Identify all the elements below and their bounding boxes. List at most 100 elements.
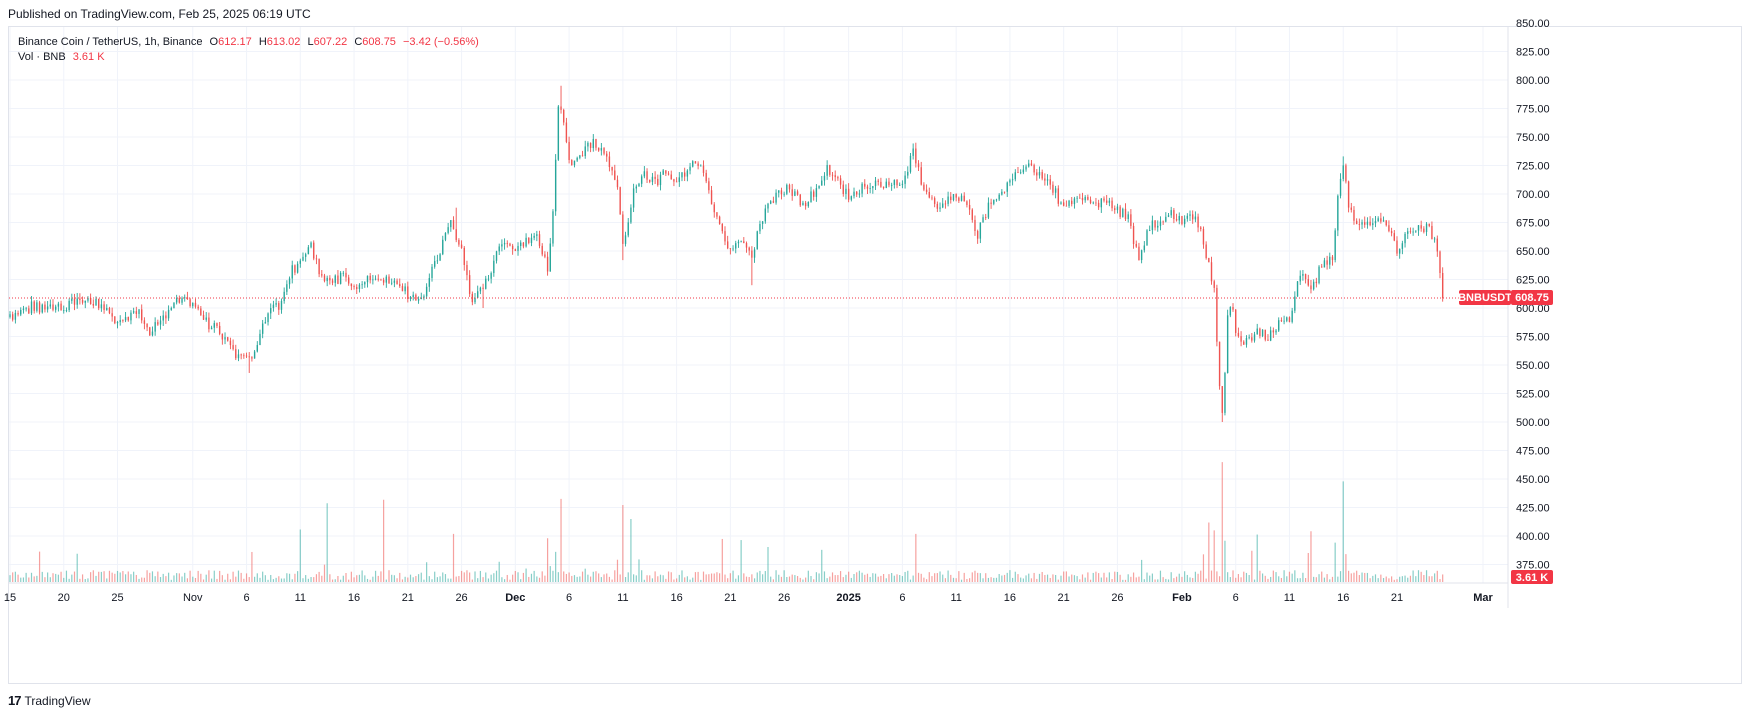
volume-bar (936, 573, 938, 582)
volume-bar (799, 577, 801, 582)
candle-body (493, 260, 495, 274)
candle-body (944, 203, 947, 205)
candle-body (1339, 178, 1342, 196)
volume-bar (737, 575, 740, 582)
volume-bar (442, 572, 444, 582)
volume-bar (759, 570, 761, 582)
candle-body (990, 202, 992, 204)
y-tick-label: 800.00 (1516, 75, 1550, 87)
candle-body (138, 309, 140, 314)
volume-bar (807, 570, 809, 582)
candle-body (600, 148, 603, 151)
candle-body (304, 254, 307, 257)
x-tick-label: 21 (724, 592, 736, 604)
candle-body (904, 175, 906, 184)
volume-bar (1167, 579, 1170, 582)
volume-bar (313, 577, 315, 582)
candle-body (745, 243, 748, 248)
x-tick-label: 16 (670, 592, 682, 604)
volume-bar (1420, 571, 1422, 582)
candle-body (477, 291, 479, 298)
candle-body (1353, 209, 1355, 221)
candle-body (692, 161, 694, 167)
volume-bar (998, 574, 1000, 582)
volume-bar (794, 575, 796, 582)
candle-body (1350, 207, 1352, 210)
volume-bar (729, 573, 731, 582)
volume-bar (1261, 573, 1264, 582)
volume-bar (259, 577, 261, 582)
candle-body (847, 188, 850, 200)
candle-body (458, 239, 460, 245)
candle-body (589, 142, 592, 149)
candle-body (184, 297, 186, 299)
volume-bar (345, 573, 347, 582)
candle-body (627, 222, 629, 236)
candle-body (237, 354, 240, 359)
candle-body (1022, 169, 1025, 173)
candle-body (490, 273, 492, 279)
volume-bar (307, 578, 309, 582)
volume-bar (1256, 534, 1258, 582)
volume-bar (52, 573, 54, 582)
volume-bar (1331, 576, 1334, 582)
candle-body (1001, 191, 1003, 195)
volume-bar (412, 577, 414, 582)
candle-body (632, 188, 635, 208)
volume-bar (1401, 576, 1403, 582)
candle-body (643, 171, 646, 177)
volume-bar (444, 574, 447, 582)
candle-body (869, 188, 871, 189)
candle-body (1135, 244, 1137, 247)
candle-body (361, 284, 363, 286)
candle-body (1259, 328, 1261, 337)
candle-body (802, 202, 804, 206)
volume-bar (356, 575, 358, 582)
volume-bar (560, 498, 562, 582)
candle-body (439, 254, 441, 261)
candle-body (622, 214, 624, 244)
candle-body (608, 156, 611, 168)
candle-body (1213, 281, 1215, 288)
candle-body (1028, 163, 1030, 167)
volume-bar (1310, 531, 1312, 582)
volume-bar (286, 573, 288, 582)
volume-bar (1159, 570, 1162, 582)
candle-body (753, 249, 756, 258)
volume-bar (885, 578, 887, 582)
volume-bar (753, 578, 756, 582)
volume-bar (823, 571, 826, 582)
volume-bar (958, 571, 960, 582)
candle-body (106, 307, 108, 310)
candle-body (41, 304, 43, 313)
candle-body (141, 309, 143, 321)
candle-body (514, 249, 517, 251)
candle-body (649, 179, 651, 182)
candle-body (25, 308, 27, 310)
candle-body (751, 250, 753, 258)
volume-bar (133, 571, 135, 582)
volume-bar (463, 572, 465, 582)
candle-body (1081, 198, 1084, 201)
candle-body (1143, 245, 1146, 251)
volume-bar (49, 577, 51, 582)
legend-low-value: 607.22 (313, 36, 348, 48)
candle-body (1189, 214, 1191, 216)
candle-body (208, 317, 210, 330)
volume-bar (1006, 572, 1008, 582)
volume-bar (619, 574, 621, 582)
candle-body (1044, 178, 1046, 181)
candle-body (9, 314, 11, 318)
x-tick-label: 26 (778, 592, 790, 604)
candle-body (251, 357, 253, 359)
candle-body (1186, 215, 1189, 219)
volume-bar (638, 559, 640, 582)
volume-bar (743, 573, 745, 582)
volume-bar (1194, 571, 1196, 582)
volume-bar (1434, 573, 1436, 582)
volume-bar (595, 571, 597, 582)
chart-pane[interactable] (8, 26, 1742, 684)
candle-body (923, 184, 925, 190)
candle-body (1140, 250, 1143, 261)
